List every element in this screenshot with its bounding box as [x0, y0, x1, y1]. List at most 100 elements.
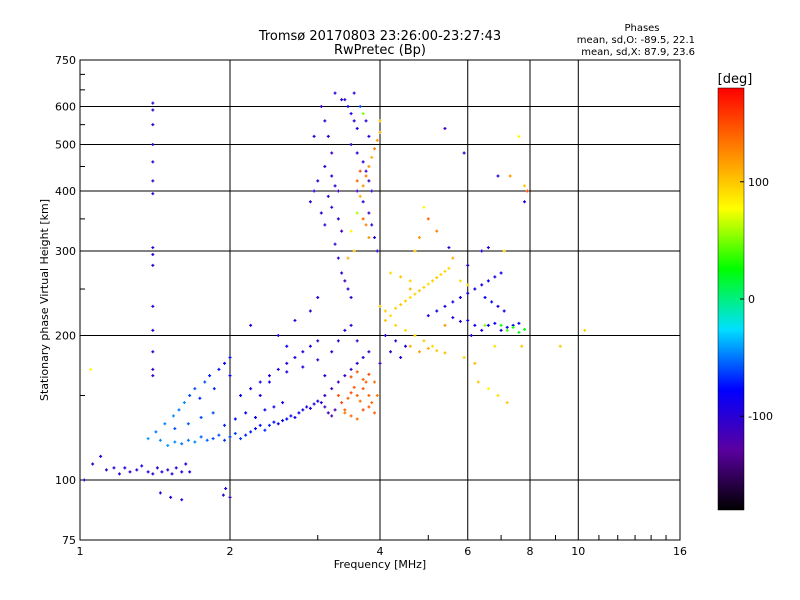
- data-point: [180, 470, 184, 474]
- y-tick-label: 200: [55, 330, 76, 343]
- data-point: [496, 304, 500, 308]
- data-point: [352, 385, 356, 389]
- data-point: [394, 339, 398, 343]
- data-point: [493, 344, 497, 348]
- data-point: [443, 351, 447, 355]
- data-point: [373, 147, 377, 151]
- data-point: [422, 205, 426, 209]
- data-point: [375, 249, 379, 253]
- data-point: [466, 283, 470, 287]
- data-point: [340, 98, 344, 102]
- data-point: [146, 437, 150, 441]
- data-point: [89, 367, 93, 371]
- data-point: [349, 229, 353, 233]
- data-point: [517, 321, 521, 325]
- data-point: [443, 304, 447, 308]
- data-point: [447, 246, 451, 250]
- data-point: [343, 328, 347, 332]
- data-point: [151, 123, 155, 127]
- y-tick-label: 100: [55, 474, 76, 487]
- data-point: [364, 223, 368, 227]
- data-point: [367, 164, 371, 168]
- grid: [80, 60, 680, 540]
- data-point: [174, 466, 178, 470]
- data-point: [370, 401, 374, 405]
- data-point: [188, 470, 192, 474]
- data-point: [383, 334, 387, 338]
- data-point: [319, 105, 323, 109]
- data-point: [151, 304, 155, 308]
- data-point: [281, 401, 285, 405]
- colorbar-tick-label: 100: [748, 176, 769, 189]
- data-point: [158, 438, 162, 442]
- data-point: [370, 189, 374, 193]
- data-point: [319, 211, 323, 215]
- data-point: [355, 361, 359, 365]
- data-point: [151, 374, 155, 378]
- data-point: [180, 498, 184, 502]
- data-point: [316, 339, 320, 343]
- x-tick-label: 4: [377, 545, 384, 558]
- data-point: [389, 314, 393, 318]
- data-point: [358, 194, 362, 198]
- data-point: [408, 344, 412, 348]
- data-point: [502, 249, 506, 253]
- x-tick-label: 2: [227, 545, 234, 558]
- data-point: [244, 411, 248, 415]
- data-points: [82, 91, 587, 502]
- x-tick-label: 10: [571, 545, 585, 558]
- data-point: [361, 377, 365, 381]
- data-point: [511, 325, 515, 329]
- data-point: [316, 179, 320, 183]
- data-point: [336, 189, 340, 193]
- data-point: [364, 119, 368, 123]
- data-point: [383, 318, 387, 322]
- data-point: [272, 420, 276, 424]
- data-point: [249, 387, 253, 391]
- colorbar: [717, 87, 745, 511]
- data-point: [483, 323, 487, 327]
- data-point: [336, 217, 340, 221]
- data-point: [170, 472, 174, 476]
- data-point: [367, 179, 371, 183]
- data-point: [473, 323, 477, 327]
- data-point: [426, 346, 430, 350]
- data-point: [352, 119, 356, 123]
- data-point: [228, 495, 232, 499]
- data-point: [349, 296, 353, 300]
- data-point: [505, 328, 509, 332]
- data-point: [355, 179, 359, 183]
- data-point: [173, 440, 177, 444]
- data-point: [443, 126, 447, 130]
- chart-title: Tromsø 20170803 23:26:00-23:27:43: [258, 29, 501, 44]
- data-point: [462, 151, 466, 155]
- data-point: [403, 328, 407, 332]
- data-point: [361, 217, 365, 221]
- y-tick-label: 600: [55, 101, 76, 114]
- data-point: [361, 387, 365, 391]
- phase-stats-header: Phases: [624, 23, 659, 34]
- data-point: [355, 417, 359, 421]
- data-point: [285, 370, 289, 374]
- data-point: [499, 271, 503, 275]
- data-point: [151, 192, 155, 196]
- data-point: [349, 391, 353, 395]
- data-point: [223, 361, 227, 365]
- x-tick-label: 8: [527, 545, 534, 558]
- colorbar-tick-label: 0: [748, 293, 755, 306]
- data-point: [523, 200, 527, 204]
- data-point: [349, 414, 353, 418]
- data-point: [346, 105, 350, 109]
- data-point: [305, 405, 309, 409]
- phase-stats-o: mean, sd,O: -89.5, 22.1: [577, 35, 695, 46]
- data-point: [151, 101, 155, 105]
- data-point: [276, 422, 280, 426]
- data-point: [349, 367, 353, 371]
- data-point: [301, 350, 305, 354]
- data-point: [349, 323, 353, 327]
- data-point: [361, 184, 365, 188]
- data-point: [373, 380, 377, 384]
- colorbar-ticks: 100 0 -100: [740, 176, 773, 423]
- data-point: [367, 211, 371, 215]
